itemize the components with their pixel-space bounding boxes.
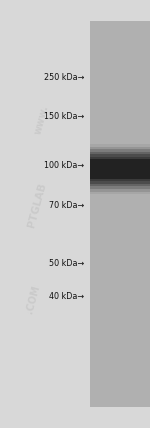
Bar [90, 154, 150, 159]
Text: 250 kDa→: 250 kDa→ [44, 72, 84, 82]
Text: 70 kDa→: 70 kDa→ [49, 201, 84, 210]
Text: 50 kDa→: 50 kDa→ [49, 259, 84, 268]
Bar [90, 160, 150, 179]
Bar [90, 149, 150, 159]
Bar [90, 152, 150, 159]
Text: 40 kDa→: 40 kDa→ [49, 291, 84, 301]
Bar [90, 179, 150, 181]
Text: .COM: .COM [24, 284, 42, 315]
Bar [90, 179, 150, 184]
Bar [90, 21, 150, 407]
Bar [90, 179, 150, 187]
Text: 150 kDa→: 150 kDa→ [44, 112, 84, 121]
Bar [90, 146, 150, 159]
Bar [90, 157, 150, 159]
Bar [90, 144, 150, 159]
Text: www.: www. [33, 104, 51, 136]
Text: PTGLAB: PTGLAB [27, 182, 48, 229]
Bar [90, 179, 150, 189]
Text: 100 kDa→: 100 kDa→ [44, 161, 84, 170]
Bar [90, 179, 150, 192]
Bar [90, 179, 150, 194]
